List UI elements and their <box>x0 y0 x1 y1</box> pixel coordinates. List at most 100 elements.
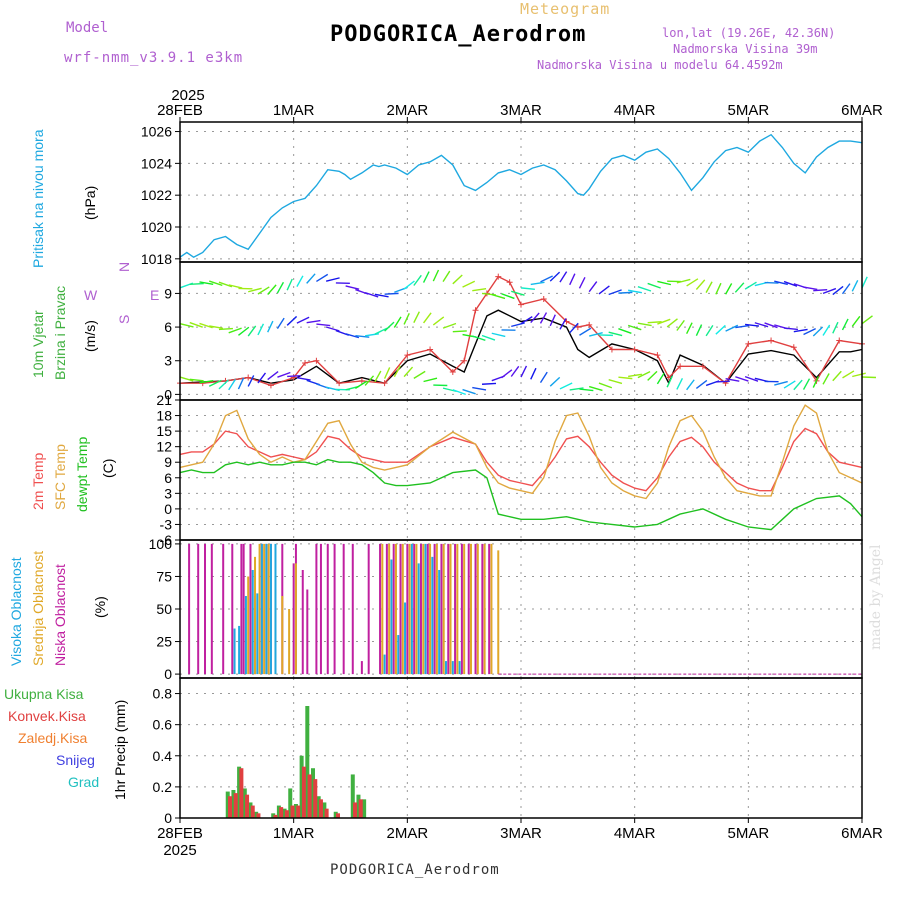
wind-arrow <box>257 372 267 384</box>
precip-bar <box>284 810 289 818</box>
gust-marker <box>461 357 468 364</box>
precip-bar <box>324 808 329 818</box>
wind-arrow <box>579 388 594 392</box>
wind-arrow <box>218 281 233 288</box>
wind-arrow <box>432 316 445 326</box>
gust-marker <box>745 340 752 347</box>
gust-marker <box>302 359 309 366</box>
wind-arrow <box>257 286 270 295</box>
gust-marker <box>574 324 581 331</box>
wind-arrow <box>472 335 486 341</box>
precip-bar <box>301 766 306 818</box>
wind-arrow <box>423 377 438 383</box>
wind-arrow <box>579 327 592 336</box>
wind-arrow <box>491 332 506 338</box>
wind-arrow <box>481 334 496 341</box>
wind-arrow <box>656 372 665 385</box>
precip-bar <box>293 804 298 818</box>
wind-arrow <box>705 324 714 337</box>
wind-arrow <box>247 325 257 337</box>
wind-arrow <box>325 277 340 282</box>
wind-arrow <box>199 379 214 384</box>
gust-marker <box>313 357 320 364</box>
wind-arrow <box>774 280 788 286</box>
wind-arrow <box>813 289 828 292</box>
wind-arrow <box>423 312 432 324</box>
gust-marker <box>472 307 479 314</box>
wind-arrow <box>228 284 243 289</box>
x-tick-label-top: 28FEB <box>157 102 203 119</box>
wind-arrow <box>345 285 360 290</box>
station-coordinates: lon,lat (19.26E, 42.36N) <box>662 26 836 40</box>
y-tick-label: 6 <box>164 470 172 486</box>
wind-arrow <box>296 275 304 287</box>
wind-arrow <box>257 323 265 336</box>
precip-bar <box>318 799 323 818</box>
gust-marker <box>699 363 706 370</box>
wind-arrow <box>277 371 291 378</box>
wind-arrow <box>822 287 837 295</box>
precip-legend-1: Konvek.Kisa <box>8 708 86 724</box>
wind-arrow <box>569 322 579 334</box>
wind-arrow <box>316 323 331 327</box>
gust-marker <box>427 346 434 353</box>
y-tick-label: 100 <box>149 536 173 552</box>
wind-arrow <box>803 327 816 336</box>
pressure-label: Pritisak na nivou mora <box>30 129 46 268</box>
wind-arrow <box>530 281 545 286</box>
wind-arrow <box>384 292 399 295</box>
wind-arrow <box>413 311 420 324</box>
wind-arrow <box>393 365 401 378</box>
wind-arrow <box>374 327 388 335</box>
y-tick-label: 6 <box>164 319 172 335</box>
precip-bar <box>353 802 358 818</box>
credit-watermark: made by Angel <box>868 544 884 651</box>
gust-marker <box>631 346 638 353</box>
gust-marker <box>608 346 615 353</box>
wind-arrow <box>618 376 633 380</box>
station-title: PODGORICA_Aerodrom <box>330 22 587 47</box>
y-tick-label: 9 <box>164 454 172 470</box>
wind-arrow <box>725 324 739 332</box>
wind-arrow <box>754 322 769 328</box>
wind-arrow <box>452 330 467 333</box>
x-tick-label-bottom: 5MAR <box>727 825 769 842</box>
y-tick-label: -6 <box>160 532 173 548</box>
series-line-sfc-temp <box>179 404 863 500</box>
compass-east: E <box>150 287 160 303</box>
high-cloud-label: Visoka Oblacnost <box>8 557 24 666</box>
wind-arrow <box>676 278 691 284</box>
wind-arrow <box>248 287 262 293</box>
wind-arrow <box>316 273 329 283</box>
y-tick-label: 0.6 <box>153 717 173 733</box>
wind-arrow <box>715 324 726 335</box>
wind-arrow <box>705 281 713 293</box>
gust-marker <box>267 382 274 389</box>
wind-arrow <box>218 327 233 331</box>
wind-arrow <box>832 370 842 382</box>
wind-arrow <box>403 312 410 325</box>
wind-arrow <box>374 370 382 383</box>
gust-marker <box>495 273 502 280</box>
gust-marker <box>836 337 843 344</box>
x-tick-label-bottom: 1MAR <box>273 825 315 842</box>
wind-arrow <box>841 283 851 295</box>
wind-arrow <box>569 273 576 286</box>
wind-arrow <box>209 280 223 287</box>
wind-arrow <box>715 380 730 383</box>
precip-bar <box>271 813 276 818</box>
year-label-top: 2025 <box>171 87 204 104</box>
wind-arrow <box>403 366 414 378</box>
low-cloud-label: Niska Oblacnost <box>52 564 68 666</box>
wind-arrow <box>413 370 426 379</box>
wind-label: 10m Vjetar <box>30 310 46 378</box>
chart-type-title: Meteogram <box>520 0 611 18</box>
gust-marker <box>449 368 456 375</box>
wind-arrow <box>530 367 537 380</box>
wind-arrow <box>734 282 745 293</box>
precip-bar <box>335 813 340 818</box>
wind-arrow <box>861 276 868 289</box>
wind-arrow <box>511 290 525 296</box>
wind-arrow <box>199 322 213 329</box>
wind-arrow <box>783 327 799 331</box>
